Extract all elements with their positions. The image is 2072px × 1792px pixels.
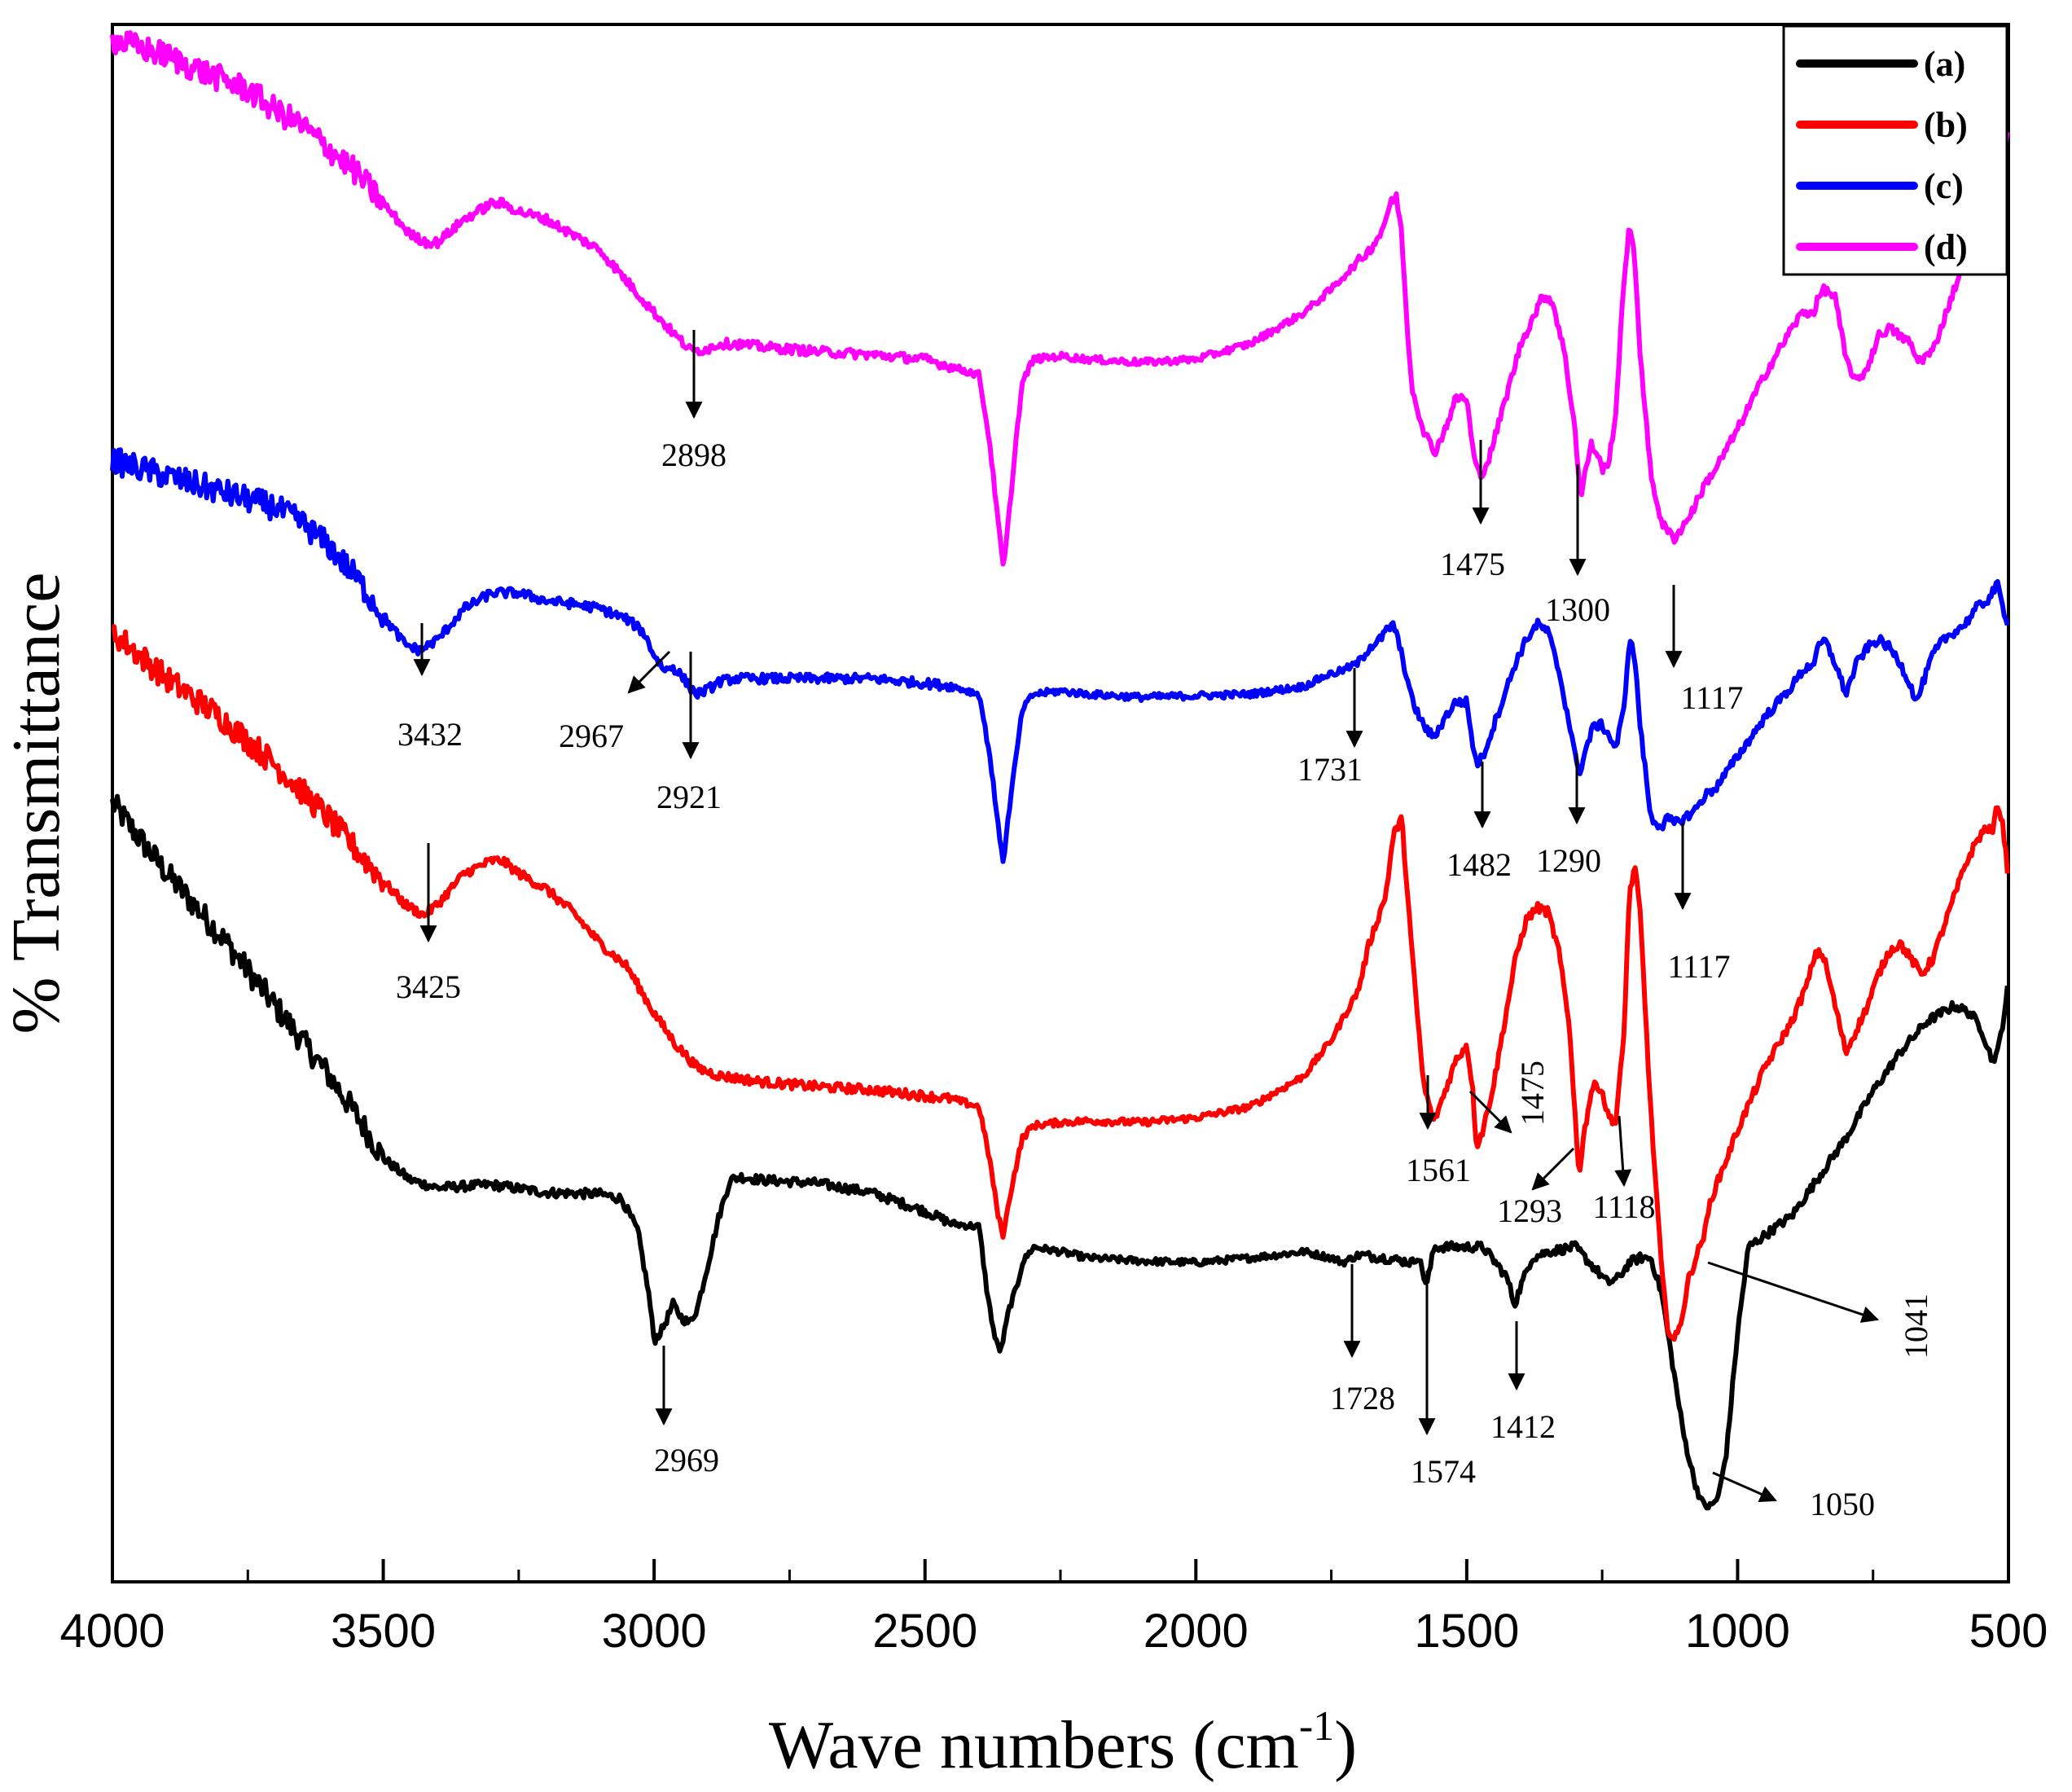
annotation-label-1574: 1574: [1411, 1453, 1476, 1490]
annotation-arrow-2967: [627, 650, 671, 694]
annotation-label-1117: 1117: [1667, 948, 1730, 985]
annotation-label-1050: 1050: [1810, 1486, 1875, 1522]
x-tick-label-2000: 2000: [1144, 1605, 1249, 1658]
legend: (a) (b) (c) (d): [1782, 24, 2008, 276]
annotation-arrow-1118: [1614, 1115, 1632, 1188]
x-tick-label-4000: 4000: [59, 1605, 165, 1658]
annotation-label-1412: 1412: [1490, 1408, 1556, 1445]
x-axis-ticks: 4000 3500 3000 2500 2000 1500 1000 500: [59, 1559, 2048, 1658]
annotation-label-1293: 1293: [1497, 1192, 1562, 1229]
legend-label-a: (a): [1924, 44, 1965, 84]
annotation-label-3425: 3425: [396, 968, 461, 1005]
annotation-arrow-1041: [1707, 1261, 1879, 1323]
annotation-label-1482: 1482: [1446, 846, 1512, 883]
annotation-label-2898: 2898: [661, 437, 727, 473]
legend-label-c: (c): [1924, 166, 1964, 206]
annotation-arrow-1050: [1712, 1471, 1777, 1502]
annotation-label-1118: 1118: [1592, 1188, 1655, 1225]
x-tick-label-2500: 2500: [872, 1605, 977, 1658]
annotation-label-1731: 1731: [1297, 751, 1363, 788]
x-tick-label-3500: 3500: [331, 1605, 436, 1658]
y-axis-title: % Transmittance: [0, 573, 74, 1034]
series-c-line: [110, 447, 2010, 864]
annotation-label-1117: 1117: [1680, 679, 1743, 716]
annotation-label-1475: 1475: [1440, 546, 1505, 582]
annotation-label-2921: 2921: [656, 779, 722, 815]
peak-annotations: 2898 1475 1300 1117 3432 2967 2921 1731 1482 1290…: [396, 330, 1934, 1522]
annotation-label-2969: 2969: [654, 1442, 719, 1478]
annotation-label-1290: 1290: [1536, 842, 1601, 879]
legend-label-b: (b): [1924, 105, 1968, 145]
x-axis-title: Wave numbers (cm-1): [769, 1703, 1357, 1783]
annotation-label-1475: 1475: [1514, 1061, 1551, 1126]
annotation-arrow-1293: [1531, 1147, 1575, 1191]
annotation-label-1561: 1561: [1406, 1152, 1471, 1188]
annotation-label-2967: 2967: [559, 718, 624, 754]
plot-frame: [111, 23, 2010, 1583]
annotation-arrow-1475: [1468, 1090, 1512, 1134]
annotation-label-3432: 3432: [397, 716, 463, 753]
x-tick-label-500: 500: [1969, 1605, 2048, 1658]
annotation-label-1300: 1300: [1545, 591, 1610, 628]
series-a-line: [110, 793, 2010, 1511]
series-group: [110, 30, 2010, 1511]
x-tick-label-1000: 1000: [1685, 1605, 1790, 1658]
x-tick-label-1500: 1500: [1414, 1605, 1519, 1658]
annotation-label-1728: 1728: [1330, 1380, 1395, 1416]
x-tick-label-3000: 3000: [602, 1605, 707, 1658]
legend-label-d: (d): [1924, 227, 1968, 267]
annotation-label-1041: 1041: [1898, 1293, 1934, 1359]
series-d-line: [110, 30, 2010, 567]
